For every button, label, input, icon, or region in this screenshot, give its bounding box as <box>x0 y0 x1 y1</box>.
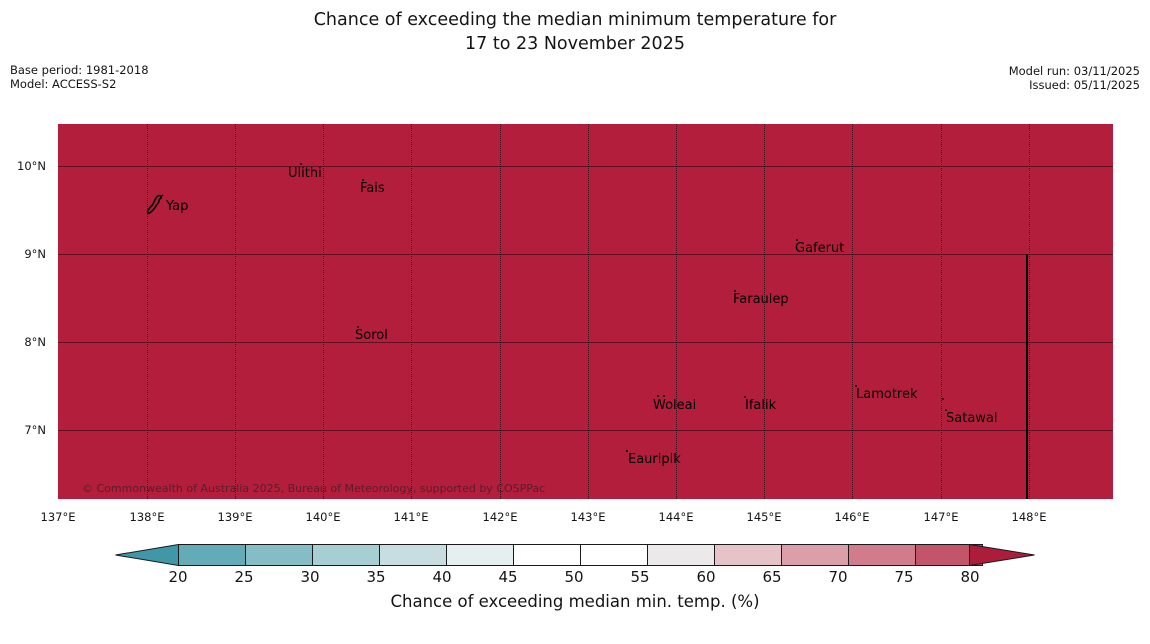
place-label-sorol: Sorol <box>355 328 388 343</box>
place-label-faraulep: Faraulep <box>733 292 789 307</box>
gridline-vertical <box>235 124 236 499</box>
place-label-gaferut: Gaferut <box>795 241 845 256</box>
yap-island-icon <box>146 194 164 215</box>
copyright-note: © Commonwealth of Australia 2025, Bureau… <box>82 482 546 495</box>
place-label-ulithi: Ulithi <box>288 166 322 181</box>
colorbar-body <box>178 544 983 566</box>
lon-tick-label: 147°E <box>923 510 959 524</box>
gridline-horizontal <box>58 342 1113 343</box>
colorbar-tick-label: 50 <box>564 568 584 586</box>
place-marker-dot <box>300 163 302 165</box>
meta-left-block: Base period: 1981-2018 Model: ACCESS-S2 <box>10 63 149 91</box>
place-label-eauripik: Eauripik <box>628 452 681 467</box>
colorbar-segment <box>848 544 916 566</box>
place-label-lamotrek: Lamotrek <box>856 387 918 402</box>
colorbar <box>115 544 1037 566</box>
gridline-vertical <box>676 124 677 499</box>
colorbar-right-arrow <box>969 544 1035 566</box>
place-marker-dot <box>362 179 364 181</box>
colorbar-left-arrow <box>115 544 179 566</box>
gridline-vertical <box>764 124 765 499</box>
place-marker-dot <box>657 395 659 397</box>
colorbar-segment <box>446 544 514 566</box>
colorbar-segment <box>379 544 447 566</box>
place-marker-dot <box>626 450 628 452</box>
lon-tick-label: 142°E <box>482 510 518 524</box>
colorbar-tick-label: 60 <box>696 568 716 586</box>
place-marker-dot <box>796 239 798 241</box>
model-label: Model: ACCESS-S2 <box>10 77 117 91</box>
place-label-satawal: Satawal <box>946 411 998 426</box>
colorbar-tick-label: 25 <box>234 568 254 586</box>
colorbar-segment <box>580 544 648 566</box>
colorbar-segment <box>312 544 380 566</box>
issued-label: Issued: 05/11/2025 <box>1029 78 1140 92</box>
gridline-vertical <box>941 124 942 499</box>
place-label-fais: Fais <box>360 181 385 196</box>
gridline-vertical <box>147 124 148 499</box>
lat-tick-label: 10°N <box>17 159 46 173</box>
place-label-woleai: Woleai <box>653 398 697 413</box>
colorbar-tick-label: 70 <box>828 568 848 586</box>
lon-tick-label: 144°E <box>658 510 694 524</box>
lat-tick-label: 8°N <box>24 335 46 349</box>
lon-tick-label: 141°E <box>393 510 429 524</box>
place-marker-dot <box>734 290 736 292</box>
lon-tick-label: 140°E <box>305 510 341 524</box>
colorbar-tick-label: 30 <box>300 568 320 586</box>
colorbar-segment <box>781 544 849 566</box>
atoll-marker-dot <box>942 398 944 400</box>
title-line-2: 17 to 23 November 2025 <box>465 34 685 54</box>
lat-tick-label: 9°N <box>24 247 46 261</box>
gridline-horizontal <box>58 430 1113 431</box>
title-line-1: Chance of exceeding the median minimum t… <box>313 10 837 30</box>
lon-tick-label: 146°E <box>834 510 870 524</box>
lon-tick-label: 143°E <box>570 510 606 524</box>
colorbar-segment <box>513 544 581 566</box>
gridline-horizontal <box>58 254 1113 255</box>
place-marker-dot <box>945 409 947 411</box>
colorbar-tick-label: 65 <box>762 568 782 586</box>
boundary-line <box>1026 254 1028 499</box>
colorbar-tick-label: 75 <box>894 568 914 586</box>
colorbar-tick-label: 20 <box>168 568 188 586</box>
longitude-axis: 137°E 138°E 139°E 140°E 141°E 142°E 143°E 144°E… <box>0 510 1150 526</box>
colorbar-axis-label: Chance of exceeding median min. temp. (%… <box>390 592 760 611</box>
meta-right-block: Model run: 03/11/2025 Issued: 05/11/2025 <box>1009 64 1140 92</box>
colorbar-tick-row: 20 25 30 35 40 45 50 55 60 65 70 75 80 <box>115 568 1037 586</box>
lat-tick-label: 7°N <box>24 423 46 437</box>
lon-tick-label: 139°E <box>217 510 253 524</box>
place-marker-dot <box>855 385 857 387</box>
base-period-label: Base period: 1981-2018 <box>10 63 149 77</box>
lon-tick-label: 137°E <box>40 510 76 524</box>
gridline-vertical <box>323 124 324 499</box>
place-marker-dot <box>357 326 359 328</box>
colorbar-segment <box>647 544 715 566</box>
model-run-label: Model run: 03/11/2025 <box>1008 64 1140 78</box>
place-label-ifalik: Ifalik <box>745 398 777 413</box>
colorbar-tick-label: 35 <box>366 568 386 586</box>
lon-tick-label: 138°E <box>129 510 165 524</box>
colorbar-segment <box>245 544 313 566</box>
gridline-vertical <box>1029 124 1030 499</box>
place-label-yap: Yap <box>166 199 189 214</box>
gridline-horizontal <box>58 166 1113 167</box>
lon-tick-label: 148°E <box>1011 510 1047 524</box>
gridline-vertical <box>588 124 589 499</box>
gridline-vertical <box>852 124 853 499</box>
gridline-vertical <box>411 124 412 499</box>
place-marker-dot <box>663 395 665 397</box>
colorbar-segment <box>714 544 782 566</box>
page-title: Chance of exceeding the median minimum t… <box>0 8 1150 56</box>
map-canvas: © Commonwealth of Australia 2025, Bureau… <box>58 124 1113 499</box>
colorbar-tick-label: 45 <box>498 568 518 586</box>
gridline-vertical <box>500 124 501 499</box>
colorbar-segment <box>178 544 246 566</box>
lon-tick-label: 145°E <box>746 510 782 524</box>
colorbar-tick-label: 80 <box>960 568 980 586</box>
colorbar-tick-label: 40 <box>432 568 452 586</box>
colorbar-tick-label: 55 <box>630 568 650 586</box>
place-marker-dot <box>744 396 746 398</box>
